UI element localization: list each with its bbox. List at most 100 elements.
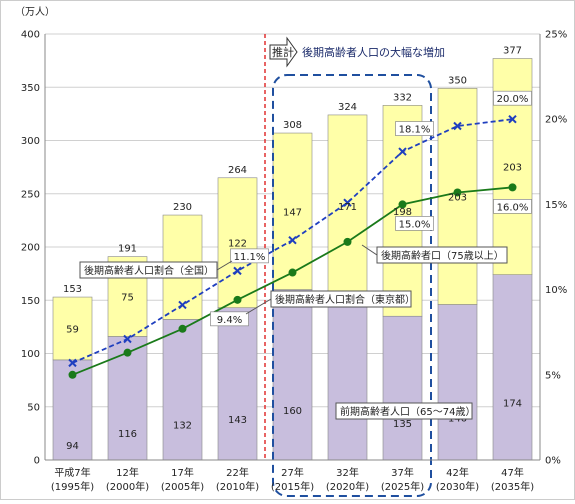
bar-early [437, 304, 478, 461]
projection-label: 推計 [272, 45, 294, 59]
bar-early-label: 174 [503, 398, 522, 409]
bar-total-label: 264 [228, 165, 247, 176]
bar-early [327, 296, 368, 461]
bar-late-label: 59 [66, 324, 79, 335]
point-label: 16.0% [497, 202, 529, 213]
point-label-box [230, 248, 269, 264]
x-label-year: (2005年) [161, 480, 204, 493]
left-tick-label: 250 [21, 189, 40, 200]
bar-early-label: 116 [118, 429, 137, 440]
bar-late-label: 147 [283, 207, 302, 218]
tokyo-callout: 後期高齢者人口割合（東京都） [245, 290, 415, 315]
svg-text:後期高齢者人口割合（東京都）: 後期高齢者人口割合（東京都） [275, 293, 415, 306]
y-unit-label: （万人） [15, 6, 55, 18]
tokyo-point [288, 268, 297, 277]
right-tick-label: 10% [545, 285, 567, 296]
bar-late-label: 198 [393, 207, 412, 218]
increase-callout: 後期高齢者人口の大幅な増加 [302, 45, 445, 59]
x-label-year: (2030年) [436, 480, 479, 493]
right-tick-label: 20% [545, 115, 567, 126]
x-label-era: 32年 [336, 466, 359, 479]
x-label-year: (1995年) [51, 480, 94, 493]
x-label-era: 22年 [226, 466, 249, 479]
projection-arrow: 推計 [269, 36, 298, 68]
right-tick-label: 25% [545, 30, 567, 41]
x-label-era: 42年 [446, 466, 469, 479]
bar-total-label: 350 [448, 75, 467, 86]
tokyo-point [343, 237, 352, 246]
bar-total-label: 153 [63, 284, 82, 295]
national-point [343, 198, 352, 207]
x-label-year: (2035年) [491, 480, 534, 493]
right-axis-ticks: 0% 5% 10% 15% 20% 25% [545, 30, 567, 467]
point-label: 18.1% [399, 125, 431, 136]
bar-late [382, 105, 423, 317]
bar-early-label: 94 [66, 441, 79, 452]
bar-total-label: 324 [338, 102, 357, 113]
x-label-year: (2015年) [271, 480, 314, 493]
x-label-era: 12年 [116, 466, 139, 479]
right-tick-label: 5% [545, 370, 561, 381]
national-point [453, 121, 462, 131]
x-label-year: (2020年) [326, 480, 369, 493]
x-label-era: 17年 [171, 466, 194, 479]
left-tick-label: 200 [21, 243, 40, 254]
bar-total-label: 308 [283, 120, 302, 131]
bar-early [162, 319, 203, 461]
point-label: 9.4% [217, 315, 242, 326]
point-label: 11.1% [234, 252, 266, 263]
left-axis-ticks: 0 50 100 150 200 250 300 350 400 [21, 30, 40, 467]
x-label-year: (2025年) [381, 480, 424, 493]
tokyo-point [233, 295, 242, 304]
lines [68, 114, 517, 379]
bar-total-label: 332 [393, 92, 412, 103]
left-tick-label: 400 [21, 30, 40, 41]
bar-early [492, 274, 533, 461]
early-callout: 前期高齢者人口（65～74歳） [335, 402, 475, 420]
bar-late [52, 296, 93, 361]
national-point [508, 114, 517, 124]
bar-early-label: 160 [283, 406, 302, 417]
right-tick-label: 15% [545, 200, 567, 211]
tokyo-point [68, 370, 77, 379]
svg-text:前期高齢者人口（65～74歳）: 前期高齢者人口（65～74歳） [340, 405, 475, 418]
bar-late [272, 132, 313, 290]
bars [52, 58, 533, 461]
bar-labels: 9459153116751911329823014312226416014730… [63, 45, 522, 451]
point-label-box [210, 311, 249, 327]
late-callout: 後期高齢者口（75歳以上） [361, 244, 508, 264]
point-label-box [493, 90, 532, 106]
national-callout: 後期高齢者人口割合（全国） [79, 260, 233, 279]
point-label: 20.0% [497, 94, 529, 105]
x-label-era: 37年 [391, 466, 414, 479]
x-label-era: 平成7年 [54, 466, 90, 479]
svg-text:後期高齢者口（75歳以上）: 後期高齢者口（75歳以上） [381, 249, 504, 262]
right-tick-label: 0% [545, 456, 561, 467]
tokyo-point [453, 188, 462, 197]
bar-total-label: 230 [173, 202, 192, 213]
left-tick-label: 350 [21, 83, 40, 94]
x-label-year: (2010年) [216, 480, 259, 493]
x-axis-labels: 平成7年(1995年) 12年(2000年) 17年(2005年) 22年(2010年… [51, 466, 534, 493]
bar-early-label: 132 [173, 421, 192, 432]
bar-early-label: 143 [228, 415, 247, 426]
bar-early-label: 135 [393, 419, 412, 430]
bar-late-label: 75 [121, 293, 134, 304]
projection-region [272, 74, 432, 497]
point-label-box [395, 216, 434, 231]
bar-late [327, 114, 368, 298]
tokyo-point [123, 348, 132, 357]
left-tick-label: 150 [21, 296, 40, 307]
tokyo-point [398, 200, 407, 209]
left-tick-label: 300 [21, 136, 40, 147]
bar-early [272, 289, 313, 461]
bar-late-label: 122 [228, 239, 247, 250]
bar-early [217, 307, 258, 461]
left-tick-label: 50 [27, 402, 40, 413]
left-tick-label: 100 [21, 349, 40, 360]
bar-late-label: 171 [338, 202, 357, 213]
national-point [178, 300, 187, 310]
left-tick-label: 0 [34, 456, 40, 467]
